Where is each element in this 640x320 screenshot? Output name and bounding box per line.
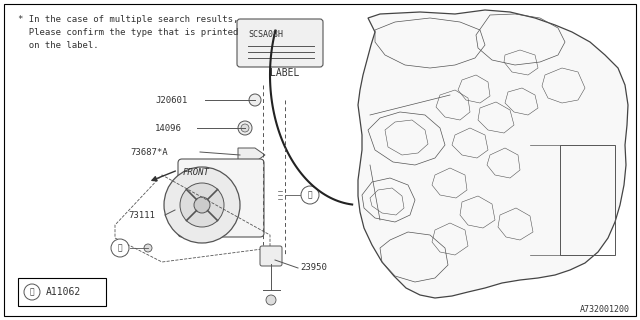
Text: ①: ① — [308, 190, 312, 199]
Circle shape — [249, 94, 261, 106]
Text: 23950: 23950 — [300, 263, 327, 273]
Circle shape — [111, 239, 129, 257]
Text: * In the case of multiple search results,
  Please confirm the type that is prin: * In the case of multiple search results… — [18, 15, 238, 51]
Bar — [18, 278, 106, 306]
Text: ①: ① — [29, 287, 35, 297]
Text: ①: ① — [118, 244, 122, 252]
Text: 14096: 14096 — [155, 124, 182, 132]
Circle shape — [144, 244, 152, 252]
Circle shape — [24, 284, 40, 300]
Circle shape — [164, 167, 240, 243]
Text: 73687*A: 73687*A — [130, 148, 168, 156]
FancyBboxPatch shape — [260, 246, 282, 266]
Text: J20601: J20601 — [155, 95, 188, 105]
Text: LABEL: LABEL — [270, 68, 300, 78]
Text: A732001200: A732001200 — [580, 305, 630, 314]
Text: SCSA08H: SCSA08H — [248, 30, 283, 39]
Text: 73111: 73111 — [128, 211, 155, 220]
Circle shape — [266, 295, 276, 305]
FancyBboxPatch shape — [237, 19, 323, 67]
Bar — [560, 145, 615, 255]
Circle shape — [194, 197, 210, 213]
Circle shape — [301, 186, 319, 204]
Circle shape — [241, 124, 249, 132]
Polygon shape — [238, 148, 265, 162]
Circle shape — [238, 121, 252, 135]
Polygon shape — [358, 10, 628, 298]
Text: A11062: A11062 — [46, 287, 81, 297]
Circle shape — [180, 183, 224, 227]
Text: FRONT: FRONT — [183, 167, 210, 177]
FancyBboxPatch shape — [178, 159, 264, 237]
